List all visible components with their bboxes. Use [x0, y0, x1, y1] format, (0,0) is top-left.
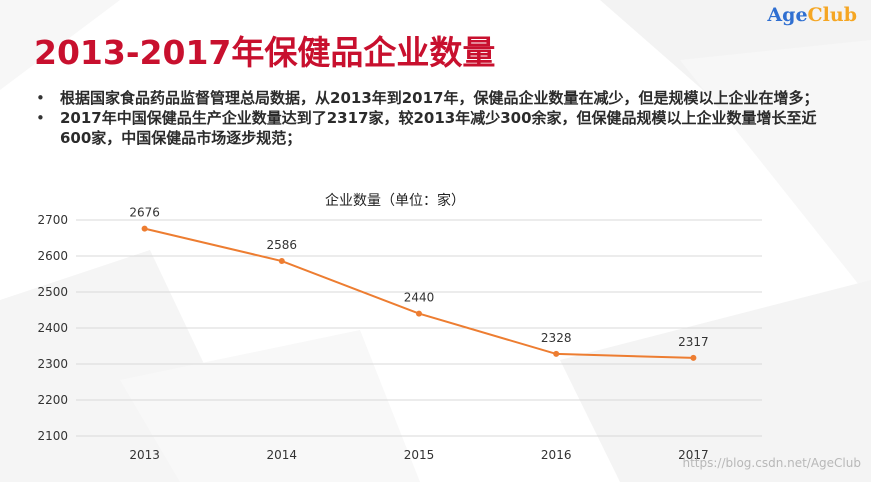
- y-tick-label: 2500: [37, 285, 68, 299]
- watermark: https://blog.csdn.net/AgeClub: [682, 456, 861, 470]
- data-point: [141, 225, 148, 232]
- x-tick-label: 2013: [129, 448, 160, 462]
- bullet-item: • 2017年中国保健品生产企业数量达到了2317家，较2013年减少300余家…: [34, 108, 834, 148]
- y-tick-label: 2600: [37, 249, 68, 263]
- bullet-dot: •: [36, 109, 45, 127]
- y-tick-label: 2200: [37, 393, 68, 407]
- y-tick-label: 2300: [37, 357, 68, 371]
- bullet-dot: •: [36, 89, 45, 107]
- data-point: [690, 354, 697, 361]
- data-label: 2676: [129, 206, 160, 220]
- bullet-text: 根据国家食品药品监督管理总局数据，从2013年到2017年，保健品企业数量在减少…: [60, 89, 819, 107]
- data-point: [416, 310, 422, 317]
- data-label: 2328: [541, 331, 572, 345]
- y-tick-label: 2400: [37, 321, 68, 335]
- x-tick-label: 2015: [404, 448, 435, 462]
- data-label: 2586: [267, 238, 298, 252]
- page-title: 2013-2017年保健品企业数量: [34, 33, 496, 72]
- chart-title: 企业数量（单位：家）: [325, 193, 465, 209]
- bullet-text: 2017年中国保健品生产企业数量达到了2317家，较2013年减少300余家，但…: [60, 109, 817, 147]
- x-tick-label: 2017: [678, 448, 709, 462]
- bullet-item: • 根据国家食品药品监督管理总局数据，从2013年到2017年，保健品企业数量在…: [34, 88, 834, 108]
- data-point: [278, 258, 285, 265]
- data-label: 2440: [404, 291, 435, 305]
- y-tick-label: 2100: [37, 429, 68, 443]
- ageclub-logo: AgeClub: [767, 4, 857, 26]
- x-tick-label: 2016: [541, 448, 572, 462]
- data-label: 2317: [678, 335, 709, 349]
- data-point: [553, 350, 560, 357]
- bullet-list: • 根据国家食品药品监督管理总局数据，从2013年到2017年，保健品企业数量在…: [34, 88, 834, 148]
- y-tick-label: 2700: [37, 213, 68, 227]
- x-tick-label: 2014: [267, 448, 298, 462]
